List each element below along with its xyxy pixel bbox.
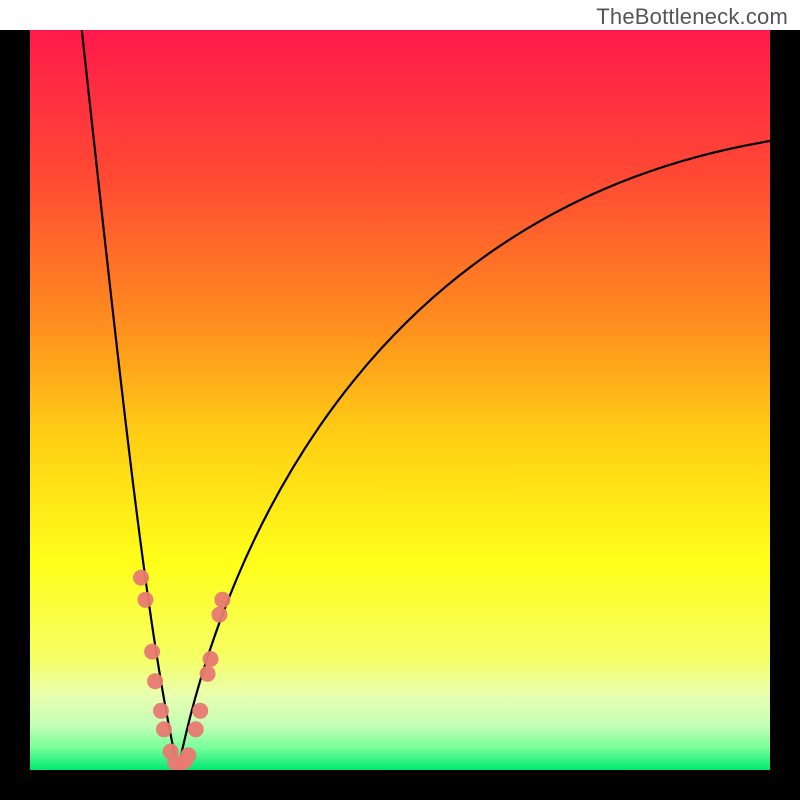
frame-right	[770, 30, 800, 800]
data-marker	[156, 721, 172, 737]
data-marker	[192, 703, 208, 719]
chart-stage: TheBottleneck.com	[0, 0, 800, 800]
data-marker	[133, 570, 149, 586]
data-marker	[200, 666, 216, 682]
data-marker	[147, 673, 163, 689]
plot-background	[30, 30, 770, 770]
data-marker	[144, 644, 160, 660]
frame-bottom	[0, 770, 800, 800]
data-marker	[137, 592, 153, 608]
data-marker	[188, 721, 204, 737]
data-marker	[180, 747, 196, 763]
data-marker	[203, 651, 219, 667]
chart-svg	[0, 0, 800, 800]
data-marker	[153, 703, 169, 719]
frame-left	[0, 30, 30, 800]
watermark-text: TheBottleneck.com	[596, 4, 788, 30]
data-marker	[211, 607, 227, 623]
data-marker	[214, 592, 230, 608]
